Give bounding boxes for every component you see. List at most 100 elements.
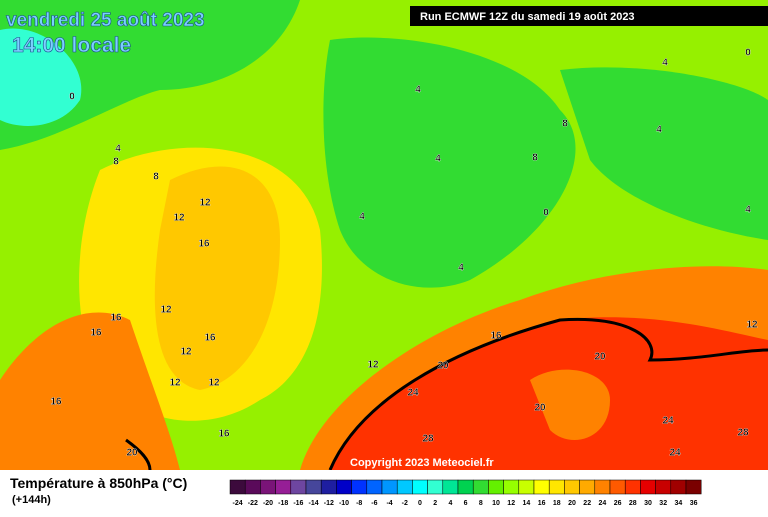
color-swatch — [290, 479, 307, 495]
legend-tick-label: 32 — [659, 500, 667, 507]
contour-label: 4 — [115, 144, 121, 155]
contour-label: 4 — [359, 212, 365, 223]
legend-tick-label: 2 — [433, 500, 437, 507]
legend-tick-label: 6 — [464, 500, 468, 507]
legend-tick-label: -12 — [324, 500, 334, 507]
legend-tick-label: 14 — [523, 500, 531, 507]
legend-tick-label: -22 — [248, 500, 258, 507]
legend-tick-label: -16 — [293, 500, 303, 507]
contour-label: 16 — [50, 397, 62, 408]
legend-tick-label: 0 — [418, 500, 422, 507]
contour-label: 20 — [534, 403, 546, 414]
color-swatch — [624, 479, 641, 495]
contour-label: 16 — [90, 328, 102, 339]
color-swatch — [442, 479, 459, 495]
legend-tick-label: 10 — [492, 500, 500, 507]
contour-label: 16 — [204, 333, 216, 344]
color-swatch — [457, 479, 474, 495]
color-swatch — [351, 479, 368, 495]
contour-label: 8 — [153, 172, 159, 183]
contour-label: 0 — [543, 208, 549, 219]
copyright: Copyright 2023 Meteociel.fr — [350, 457, 494, 469]
legend-tick-label: 28 — [629, 500, 637, 507]
contour-labels: 0 4 8 8 12 12 16 16 16 12 16 12 12 12 16 16 20 4 4 4 4 8 8 4 4 0 4… — [50, 47, 758, 459]
contour-label: 16 — [110, 313, 122, 324]
legend-tick-label: 34 — [675, 500, 683, 507]
legend-tick-label: 8 — [479, 500, 483, 507]
contour-label: 16 — [198, 239, 210, 250]
legend-tick-label: -2 — [402, 500, 408, 507]
legend-tick-label: -8 — [356, 500, 362, 507]
contour-label: 20 — [126, 448, 138, 459]
color-swatch — [548, 479, 565, 495]
legend-tick-label: 26 — [614, 500, 622, 507]
contour-label: 12 — [199, 198, 211, 209]
zone-cool — [0, 0, 300, 150]
color-swatch — [229, 479, 246, 495]
color-swatch — [564, 479, 580, 495]
contour-label: 24 — [407, 388, 419, 399]
legend-tick-label: -6 — [371, 500, 377, 507]
legend-tick-label: -18 — [278, 500, 288, 507]
run-box — [410, 6, 768, 26]
contour-label: 24 — [662, 416, 674, 427]
contour-label: 28 — [422, 434, 434, 445]
color-swatch — [685, 479, 702, 495]
contour-label: 12 — [160, 305, 172, 316]
color-swatch — [488, 479, 504, 495]
color-swatch — [396, 479, 413, 495]
contour-label: 0 — [69, 92, 75, 103]
contour-label: 4 — [662, 58, 668, 69]
color-swatch — [366, 479, 383, 495]
contour-label: 20 — [594, 352, 606, 363]
run-label: Run ECMWF 12Z du samedi 19 août 2023 — [420, 11, 635, 23]
color-swatch — [518, 479, 535, 495]
legend-tick-label: 22 — [583, 500, 591, 507]
color-swatch — [533, 479, 550, 495]
legend-tick-label: -4 — [386, 500, 392, 507]
contour-label: 4 — [415, 85, 421, 96]
color-swatch — [472, 479, 489, 495]
legend-tick-label: 12 — [507, 500, 515, 507]
contour-label: 12 — [169, 378, 181, 389]
legend-tick-label: 18 — [553, 500, 561, 507]
contour-label: 28 — [737, 428, 749, 439]
zone-warm — [154, 166, 280, 390]
zone-hot — [530, 369, 610, 440]
color-swatch — [655, 479, 672, 495]
date-label: vendredi 25 août 2023 — [6, 10, 205, 31]
color-swatch — [609, 479, 626, 495]
color-swatch — [381, 479, 398, 495]
time-label: 14:00 locale — [12, 34, 131, 57]
legend-tick-label: -24 — [233, 500, 243, 507]
contour-label: 12 — [746, 320, 758, 331]
legend-tick-label: -10 — [339, 500, 349, 507]
color-swatch — [320, 479, 337, 495]
zone-cool — [560, 67, 768, 240]
contour-label: 12 — [367, 360, 379, 371]
contour-label: 0 — [745, 48, 751, 59]
contour-label: 8 — [532, 153, 538, 164]
color-swatch — [336, 479, 352, 495]
contour-label: 4 — [435, 154, 441, 165]
contour-label: 12 — [180, 347, 192, 358]
isotherm — [328, 317, 768, 471]
color-swatch — [427, 479, 444, 495]
legend-tick-label: 30 — [644, 500, 652, 507]
zone-cold — [0, 28, 82, 126]
legend-tick-label: 4 — [448, 500, 452, 507]
contour-label: 4 — [458, 263, 464, 274]
zone-cool — [323, 37, 576, 288]
contour-label: 12 — [173, 213, 185, 224]
color-swatch — [305, 479, 322, 495]
isotherm — [125, 438, 152, 471]
color-swatch — [670, 479, 687, 495]
contour-label: 4 — [656, 125, 662, 136]
legend-tick-label: -14 — [309, 500, 319, 507]
color-swatch — [412, 479, 428, 495]
contour-label: 4 — [745, 205, 751, 216]
color-swatch — [244, 479, 261, 495]
legend-title: Température à 850hPa (°C) — [10, 475, 187, 491]
color-swatch — [594, 479, 611, 495]
